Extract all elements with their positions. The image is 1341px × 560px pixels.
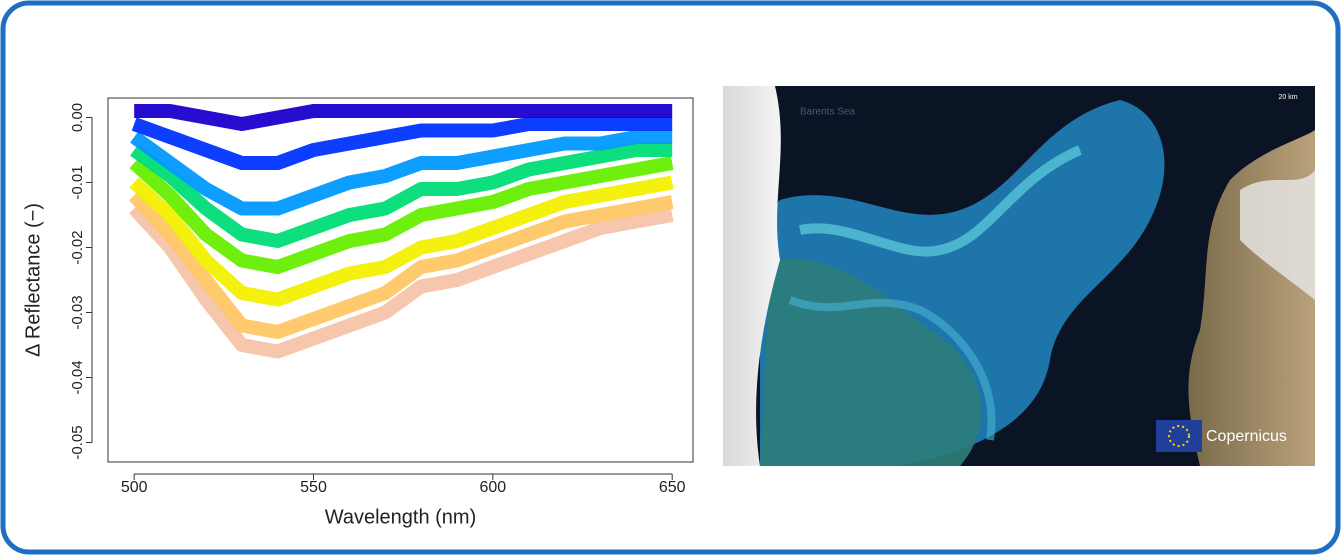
y-tick-label: -0.05 (69, 425, 86, 459)
x-tick-label: 500 (121, 479, 148, 496)
data-line (134, 104, 673, 131)
y-tick-label: 0.00 (69, 103, 86, 132)
chart: 0.00 -0.01 -0.02 -0.03 -0.04 -0.05 500 550 600 65… (22, 97, 694, 528)
eu-flag (1156, 420, 1202, 452)
y-tick-label: -0.04 (69, 360, 86, 394)
logo-text: Copernicus (1206, 428, 1287, 445)
x-tick-label: 650 (659, 479, 686, 496)
data-line (129, 203, 674, 359)
x-tick-label: 600 (480, 479, 507, 496)
data-line (129, 156, 674, 274)
y-axis-label: Δ Reflectance (−) (22, 203, 44, 357)
data-line (131, 117, 673, 170)
data-line (129, 190, 674, 339)
y-tick-label: -0.03 (69, 295, 86, 329)
y-tick-label: -0.01 (69, 165, 86, 199)
x-tick-label: 550 (300, 479, 327, 496)
scale-label: 20 km (1278, 94, 1297, 101)
x-axis-label: Wavelength (nm) (325, 506, 477, 528)
data-line (129, 175, 674, 307)
data-line (130, 130, 673, 216)
data-line (130, 143, 673, 248)
place-label: Barents Sea (800, 107, 855, 118)
y-tick-label: -0.02 (69, 230, 86, 264)
satellite-image: Barents Sea 20 km Copernicus (723, 86, 1315, 466)
plot-box (107, 97, 694, 463)
